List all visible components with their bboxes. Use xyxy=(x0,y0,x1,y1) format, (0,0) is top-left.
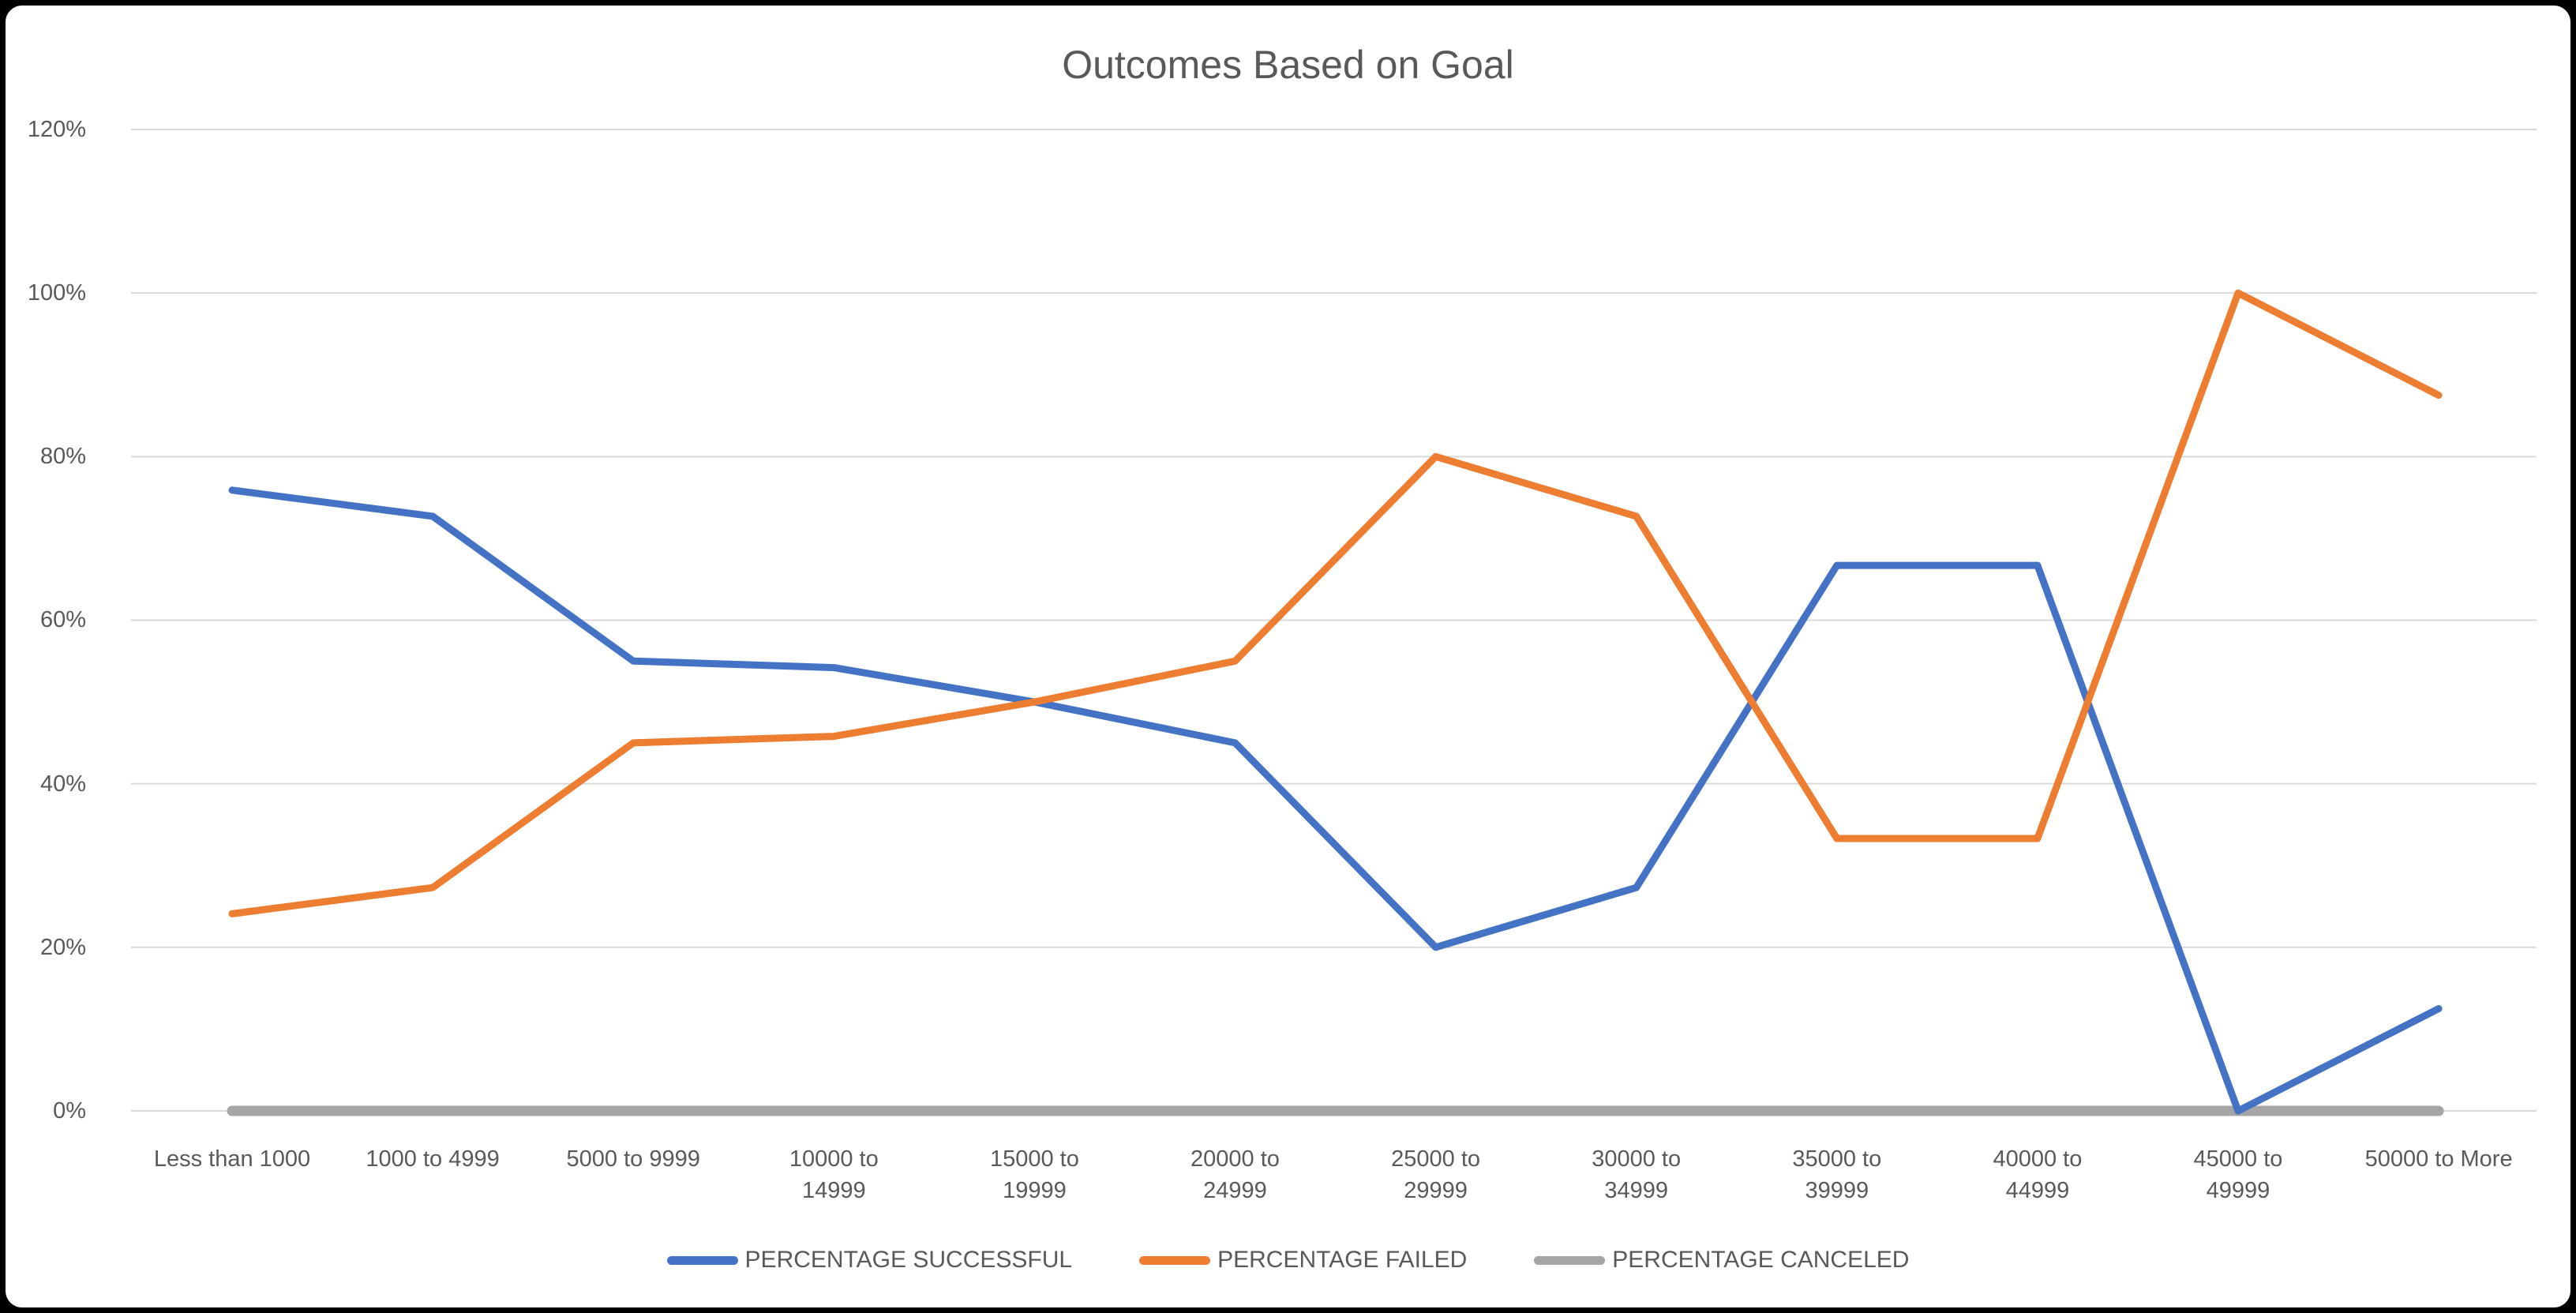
y-axis-tick-label: 40% xyxy=(39,771,86,797)
legend-label: PERCENTAGE FAILED xyxy=(1217,1247,1468,1273)
x-axis-category-label: 5000 to 9999 xyxy=(566,1146,700,1172)
y-axis-tick-label: 0% xyxy=(53,1098,86,1124)
x-axis-category-label: 35000 to 39999 xyxy=(1792,1146,1882,1203)
legend-item-percentage-successful: PERCENTAGE SUCCESSFUL xyxy=(666,1247,1073,1274)
x-axis-category-label: 40000 to 44999 xyxy=(1993,1146,2083,1203)
x-axis-category-label: Less than 1000 xyxy=(153,1146,311,1172)
legend-swatch-icon xyxy=(1534,1255,1606,1265)
chart-title: Outcomes Based on Goal xyxy=(1062,43,1514,87)
x-axis-category-label: 15000 to 19999 xyxy=(989,1146,1079,1203)
y-axis-tick-label: 80% xyxy=(39,444,86,470)
x-axis-category-label: 30000 to 34999 xyxy=(1592,1146,1682,1203)
legend-swatch-icon xyxy=(666,1255,738,1265)
x-axis-category-label: 50000 to More xyxy=(2364,1146,2513,1172)
y-axis-tick-label: 60% xyxy=(39,607,86,633)
series-line-percentage-failed xyxy=(228,289,2443,917)
x-axis-category-label: 1000 to 4999 xyxy=(366,1146,500,1172)
y-axis-tick-label: 20% xyxy=(39,934,86,960)
legend-item-percentage-canceled: PERCENTAGE CANCELED xyxy=(1534,1247,1909,1274)
legend: PERCENTAGE SUCCESSFUL PERCENTAGE FAILED PE… xyxy=(6,1247,2570,1274)
x-axis-category-label: 10000 to 14999 xyxy=(789,1146,879,1203)
y-axis-tick-label: 100% xyxy=(27,280,86,306)
y-axis-tick-label: 120% xyxy=(27,116,86,142)
legend-label: PERCENTAGE SUCCESSFUL xyxy=(744,1247,1073,1273)
x-axis-category-label: 25000 to 29999 xyxy=(1391,1146,1481,1203)
legend-label: PERCENTAGE CANCELED xyxy=(1612,1247,1910,1273)
legend-swatch-icon xyxy=(1139,1255,1211,1265)
chart-canvas xyxy=(131,128,2537,1116)
x-axis-category-label: 45000 to 49999 xyxy=(2193,1146,2283,1203)
x-axis-category-label: 20000 to 24999 xyxy=(1191,1146,1280,1203)
legend-item-percentage-failed: PERCENTAGE FAILED xyxy=(1139,1247,1467,1274)
series-line-percentage-successful xyxy=(228,486,2443,1115)
